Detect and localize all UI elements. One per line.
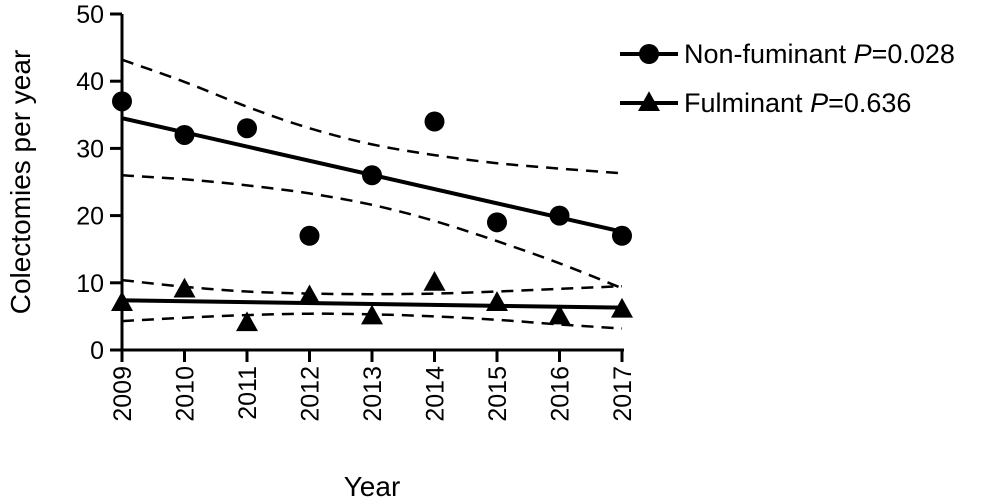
x-tick-label: 2014 (422, 366, 450, 422)
legend-item-non-fulminant: Non-fuminant P=0.028 (620, 39, 955, 69)
non-fulminant-ci-lower (121, 174, 623, 290)
y-tick-label: 30 (76, 135, 104, 163)
non-fulminant-point (299, 225, 320, 246)
legend-p-value: =0.636 (828, 88, 911, 118)
non-fulminant-point (362, 165, 382, 186)
x-axis-title: Year (344, 471, 401, 502)
x-tick-label: 2015 (484, 366, 512, 422)
x-tick-label: 2017 (609, 366, 637, 422)
legend-label: Non-fuminant P=0.028 (684, 39, 955, 69)
y-tick-label: 50 (76, 1, 104, 29)
legend-series-name: Non-fuminant (684, 39, 854, 69)
fulminant-fit-line (121, 298, 623, 310)
legend-p-label: P (810, 88, 828, 118)
legend-marker-circle-icon (639, 44, 659, 64)
non-fulminant-point (487, 212, 507, 233)
legend-label: Fulminant P=0.636 (684, 88, 911, 118)
y-tick-label: 10 (76, 270, 104, 298)
x-tick-label: 2012 (297, 366, 325, 422)
legend-p-label: P (854, 39, 872, 69)
x-tick-label: 2016 (547, 366, 575, 422)
fulminant-point (486, 291, 508, 311)
axes: 0 10 20 30 40 50 2009 2010 2011 2012 2013 2014 2015 2… (76, 1, 637, 422)
y-tick-label: 40 (76, 68, 104, 96)
fulminant-point (236, 311, 258, 332)
x-tick-label: 2010 (172, 366, 200, 422)
non-fulminant-ci-upper (121, 58, 623, 175)
fulminant-point (173, 277, 196, 298)
legend-series-name: Fulminant (684, 88, 810, 118)
non-fulminant-point (549, 205, 570, 226)
non-fulminant-point (174, 124, 195, 145)
non-fulminant-point (612, 225, 632, 246)
fulminant-point (298, 284, 321, 305)
fulminant-point (423, 271, 446, 291)
plot-area (111, 58, 633, 332)
y-axis-title: Colectomies per year (5, 50, 36, 315)
x-tick-label: 2011 (234, 366, 262, 420)
non-fulminant-point (424, 111, 445, 132)
fulminant-ci-upper (121, 278, 623, 296)
legend-p-value: =0.028 (872, 39, 955, 69)
fulminant-point (611, 297, 633, 318)
fulminant-point (548, 304, 571, 325)
y-tick-label: 20 (76, 203, 104, 231)
legend-item-fulminant: Fulminant P=0.636 (620, 88, 911, 118)
fulminant-point (361, 304, 383, 325)
legend-marker-triangle-icon (638, 91, 660, 111)
x-tick-label: 2009 (109, 366, 137, 422)
non-fulminant-point (237, 118, 257, 139)
y-tick-label: 0 (90, 337, 104, 365)
x-tick-label: 2013 (359, 366, 387, 422)
